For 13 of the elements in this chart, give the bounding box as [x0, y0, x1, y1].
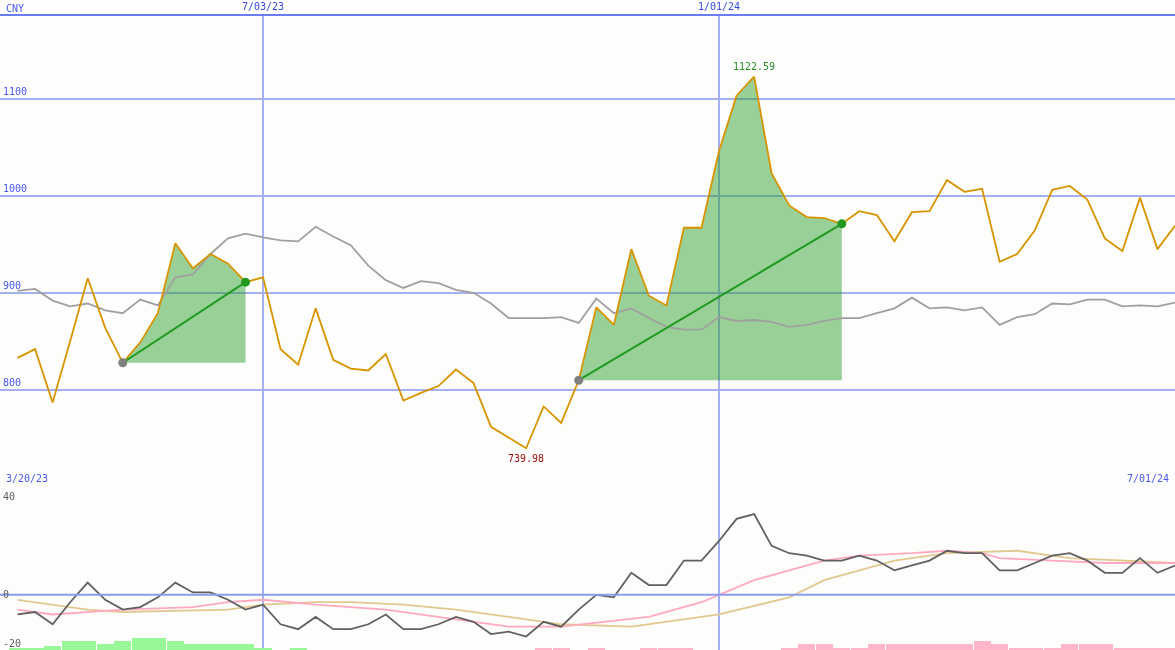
x-tick-label: 7/03/23	[241, 1, 285, 12]
annotation: 739.98	[508, 453, 545, 464]
x-tick-label: 1/01/24	[697, 1, 741, 12]
annotation: 7/01/24	[1127, 473, 1170, 484]
y-tick-label: 800	[3, 377, 22, 389]
annotation: 3/20/23	[6, 473, 49, 484]
annotation: 1122.59	[733, 61, 776, 72]
y-tick-label: 40	[3, 491, 16, 503]
y-tick-label: 1000	[3, 183, 28, 195]
y-tick-label: 1100	[3, 86, 28, 98]
y-axis-title: CNY	[6, 3, 25, 14]
y-tick-label: -20	[3, 638, 22, 650]
y-tick-label: 900	[3, 280, 22, 292]
